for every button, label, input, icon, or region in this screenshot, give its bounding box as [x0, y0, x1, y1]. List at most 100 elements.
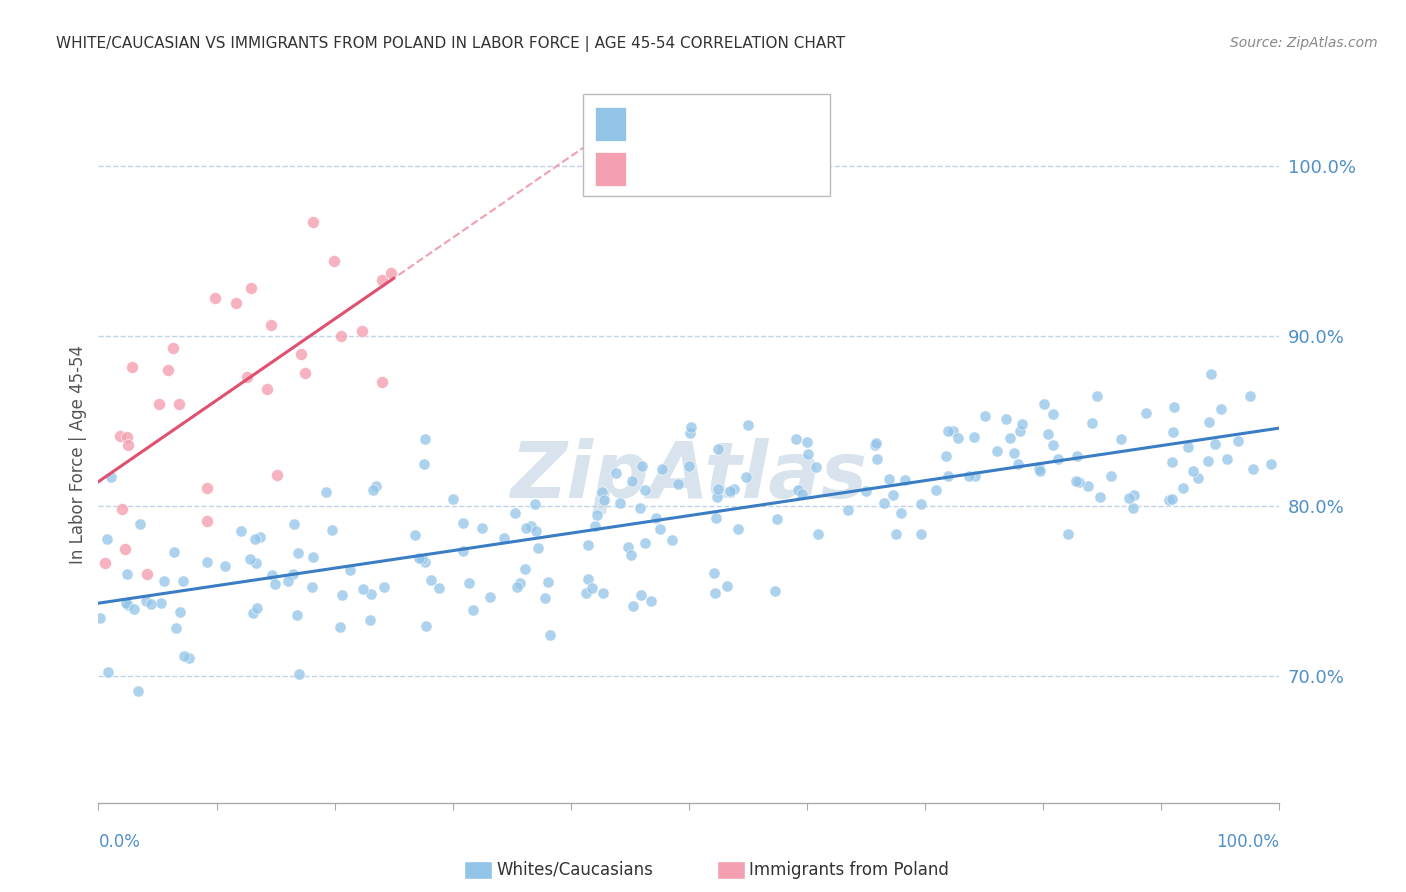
- Point: [716, 579, 738, 593]
- Point: [277, 574, 299, 589]
- Point: [236, 369, 259, 384]
- Point: [1163, 400, 1185, 414]
- Point: [301, 215, 323, 229]
- Point: [1173, 481, 1195, 495]
- Point: [458, 575, 481, 590]
- Point: [1199, 368, 1222, 382]
- Point: [114, 596, 136, 610]
- Point: [167, 397, 190, 411]
- Point: [605, 466, 627, 480]
- Point: [323, 253, 346, 268]
- Point: [315, 484, 337, 499]
- Point: [628, 501, 651, 516]
- Point: [197, 555, 219, 569]
- Point: [1057, 526, 1080, 541]
- Point: [96, 532, 118, 546]
- Text: N =: N =: [718, 115, 755, 133]
- Point: [1198, 415, 1220, 429]
- Point: [494, 531, 516, 545]
- Point: [513, 562, 536, 576]
- Point: [1161, 492, 1184, 507]
- Point: [737, 418, 759, 433]
- Point: [411, 551, 433, 566]
- Point: [934, 449, 956, 463]
- Point: [855, 483, 877, 498]
- Point: [1239, 389, 1261, 403]
- Point: [963, 430, 986, 444]
- Point: [471, 521, 494, 535]
- Text: R =: R =: [631, 160, 668, 178]
- Point: [156, 363, 179, 377]
- Point: [882, 488, 904, 502]
- Point: [115, 430, 138, 444]
- Point: [894, 473, 917, 487]
- Point: [1161, 425, 1184, 440]
- Point: [631, 458, 654, 473]
- Point: [413, 555, 436, 569]
- Point: [150, 596, 173, 610]
- Point: [330, 588, 353, 602]
- Point: [948, 431, 970, 445]
- Point: [294, 366, 316, 380]
- Point: [609, 496, 631, 510]
- Point: [973, 409, 995, 424]
- Text: 100.0%: 100.0%: [1216, 833, 1279, 851]
- Point: [634, 483, 657, 497]
- Point: [986, 444, 1008, 458]
- Point: [177, 651, 200, 665]
- Point: [995, 412, 1018, 426]
- Point: [301, 550, 323, 565]
- Point: [124, 602, 146, 616]
- Point: [287, 667, 309, 681]
- Point: [361, 483, 384, 497]
- Point: [117, 599, 139, 613]
- Point: [162, 341, 184, 355]
- Point: [727, 522, 749, 536]
- Point: [509, 576, 531, 591]
- Point: [339, 563, 361, 577]
- Point: [260, 318, 283, 333]
- Point: [1077, 479, 1099, 493]
- Point: [1047, 452, 1070, 467]
- Point: [1042, 408, 1064, 422]
- Point: [413, 432, 436, 446]
- Point: [534, 591, 557, 605]
- Point: [910, 497, 932, 511]
- Point: [321, 523, 343, 537]
- Point: [461, 603, 484, 617]
- Point: [1090, 490, 1112, 504]
- Point: [591, 485, 613, 500]
- Point: [620, 548, 643, 562]
- Point: [963, 469, 986, 483]
- Point: [718, 483, 741, 498]
- Text: WHITE/CAUCASIAN VS IMMIGRANTS FROM POLAND IN LABOR FORCE | AGE 45-54 CORRELATION: WHITE/CAUCASIAN VS IMMIGRANTS FROM POLAN…: [56, 36, 845, 52]
- Point: [877, 472, 900, 486]
- Point: [1111, 432, 1133, 446]
- Point: [884, 527, 907, 541]
- Point: [1069, 475, 1091, 489]
- Point: [942, 425, 965, 439]
- Point: [246, 601, 269, 615]
- Text: 0.766: 0.766: [662, 115, 714, 133]
- Point: [451, 516, 474, 530]
- Point: [1028, 460, 1050, 475]
- Point: [1036, 427, 1059, 442]
- Point: [264, 576, 287, 591]
- Point: [352, 324, 374, 338]
- Point: [427, 581, 450, 595]
- Point: [371, 273, 394, 287]
- Point: [380, 266, 402, 280]
- Point: [592, 492, 614, 507]
- Point: [242, 606, 264, 620]
- Point: [413, 458, 436, 472]
- Point: [153, 574, 176, 588]
- Point: [1197, 454, 1219, 468]
- Point: [1181, 464, 1204, 478]
- Point: [538, 628, 561, 642]
- Text: ZipAtlas: ZipAtlas: [510, 438, 868, 514]
- Point: [1135, 406, 1157, 420]
- Point: [679, 425, 702, 440]
- Point: [706, 482, 728, 496]
- Point: [89, 610, 111, 624]
- Point: [115, 566, 138, 581]
